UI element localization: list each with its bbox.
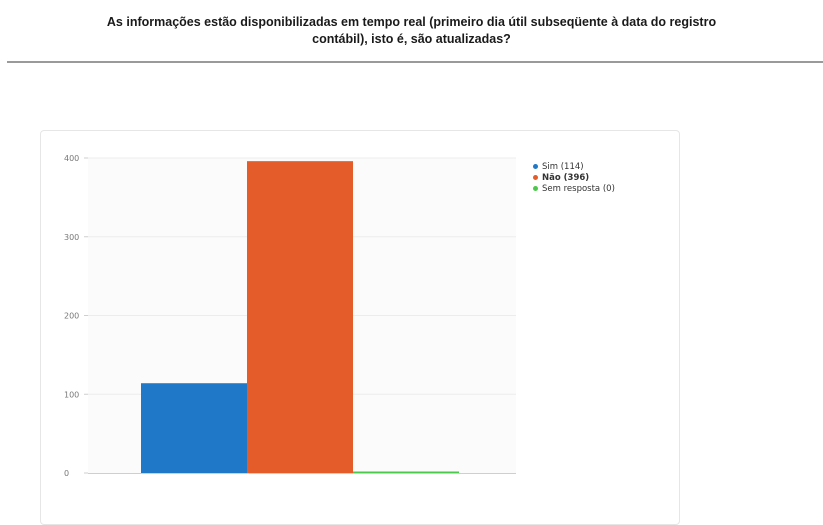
- legend-item: Não (396): [530, 172, 615, 183]
- y-tick-label: 100: [64, 390, 79, 399]
- legend-dot-icon: [533, 164, 538, 169]
- question-line-1: As informações estão disponibilizadas em…: [106, 15, 717, 29]
- y-tick-label: 400: [64, 154, 79, 163]
- bar-sim: [141, 383, 247, 473]
- legend-label: Sem resposta (0): [542, 183, 615, 194]
- legend-label: Sim (114): [542, 161, 584, 172]
- legend-dot-icon: [533, 175, 538, 180]
- y-tick-label: 0: [64, 469, 69, 478]
- bar-não: [247, 161, 353, 473]
- legend-label: Não (396): [542, 172, 590, 183]
- legend-item: Sim (114): [530, 161, 615, 172]
- y-tick-label: 300: [64, 233, 79, 242]
- question-line-2: contábil), isto é, são atualizadas?: [312, 32, 511, 46]
- chart-legend: Sim (114) Não (396) Sem resposta (0): [530, 161, 615, 194]
- title-divider: [7, 61, 823, 63]
- bars: [141, 161, 459, 473]
- question-title: As informações estão disponibilizadas em…: [0, 14, 823, 48]
- bar-sem-resposta: [353, 471, 459, 473]
- y-tick-label: 200: [64, 312, 79, 321]
- legend-dot-icon: [533, 186, 538, 191]
- legend-item: Sem resposta (0): [530, 183, 615, 194]
- y-axis-ticks: 0 100 200 300 400: [64, 154, 88, 478]
